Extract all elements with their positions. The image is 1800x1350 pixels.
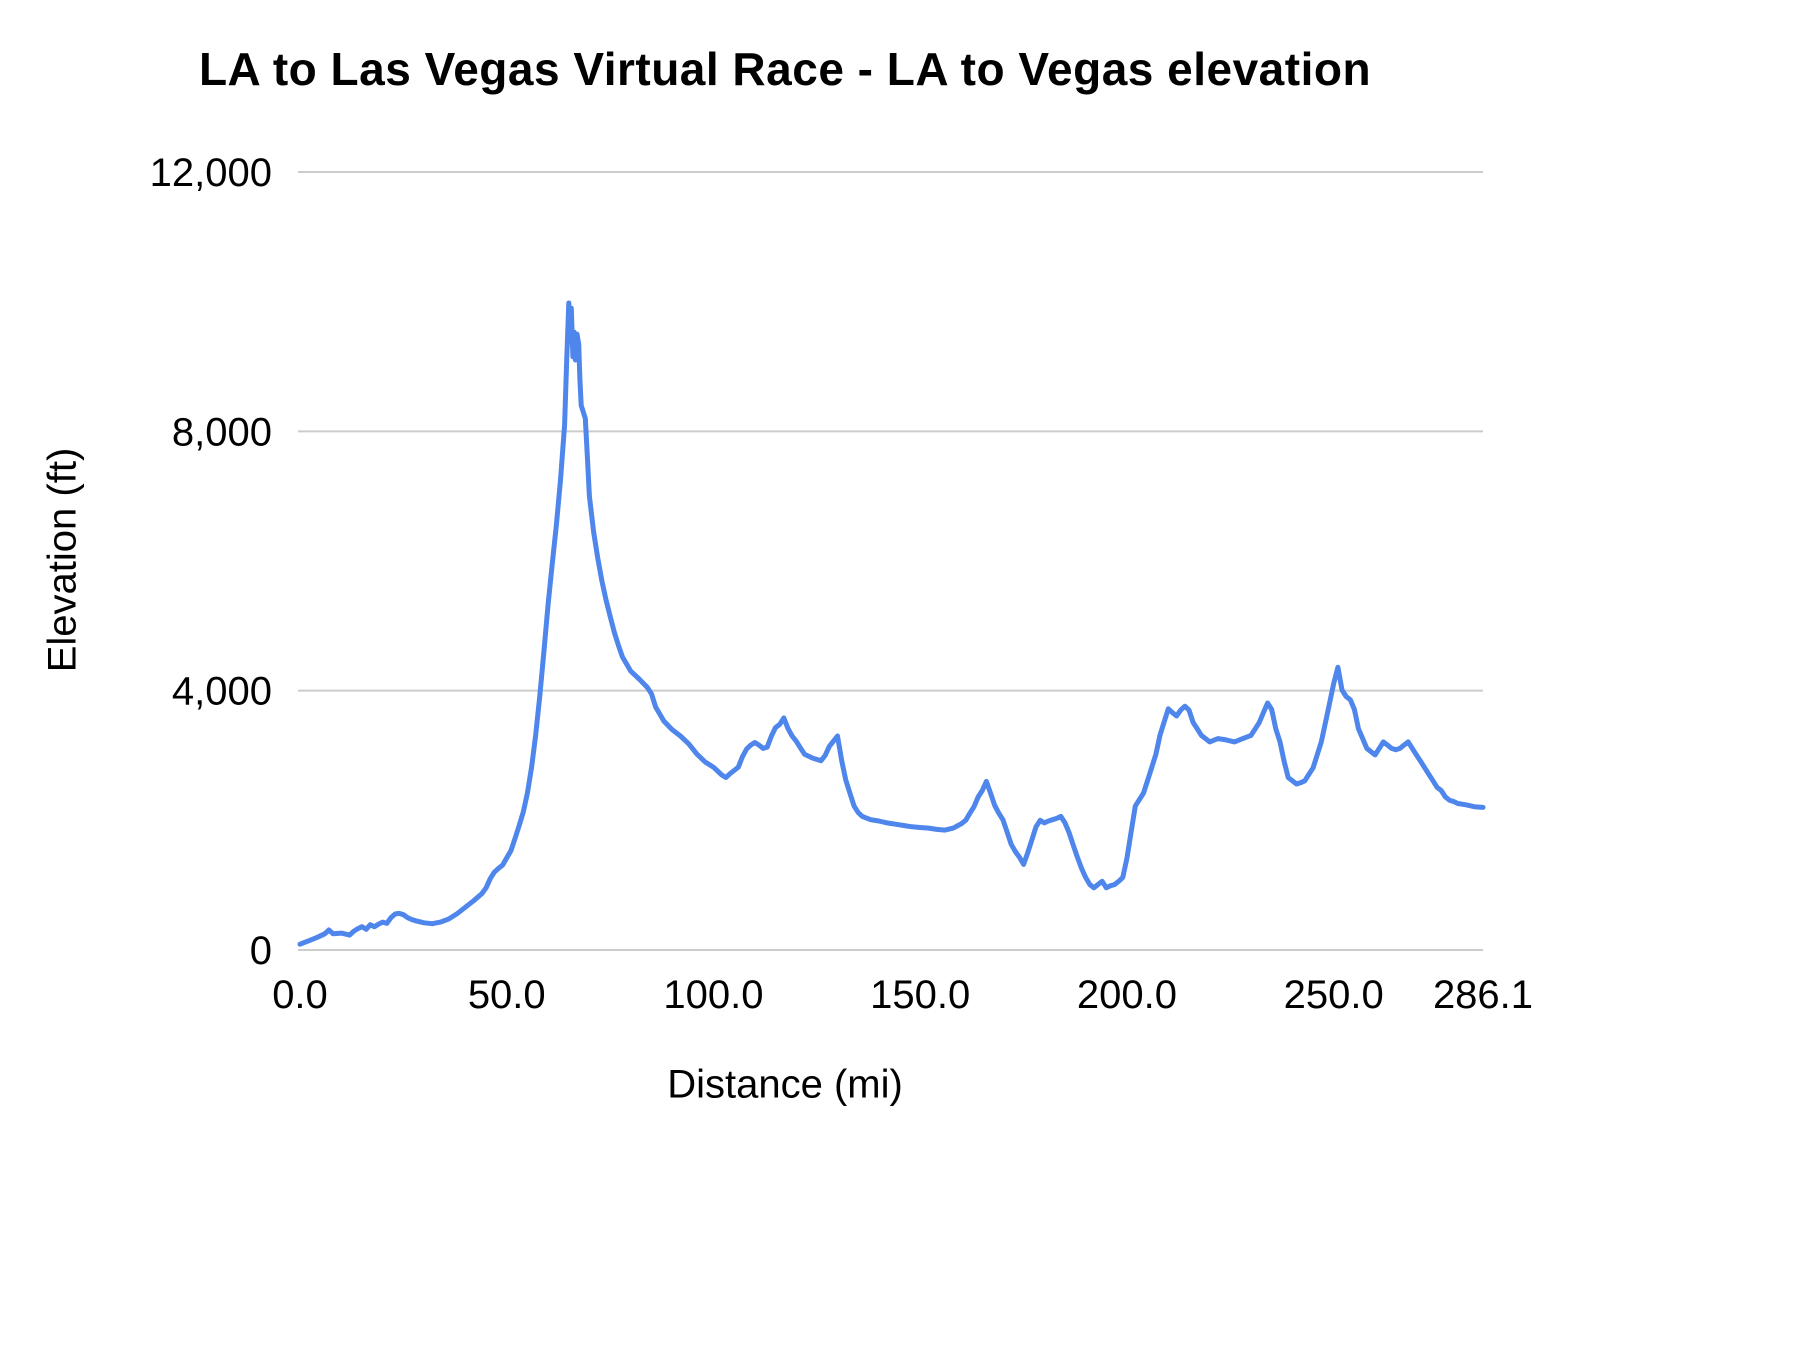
elevation-line: [297, 300, 1486, 947]
chart-title: LA to Las Vegas Virtual Race - LA to Veg…: [198, 43, 1372, 95]
x-tick-label: 50.0: [468, 973, 546, 1017]
x-tick-label: 100.0: [663, 973, 763, 1017]
y-tick-label: 4,000: [172, 670, 272, 714]
x-tick-label: 250.0: [1284, 973, 1384, 1017]
y-tick-label: 8,000: [172, 410, 272, 454]
y-tick-label: 0: [250, 929, 272, 973]
x-tick-label: 286.1: [1433, 973, 1533, 1017]
y-tick-label: 12,000: [150, 151, 272, 195]
x-tick-label: 0.0: [272, 973, 328, 1017]
x-axis-title: Distance (mi): [667, 1062, 903, 1107]
x-tick-label: 200.0: [1077, 973, 1177, 1017]
x-tick-label: 150.0: [870, 973, 970, 1017]
